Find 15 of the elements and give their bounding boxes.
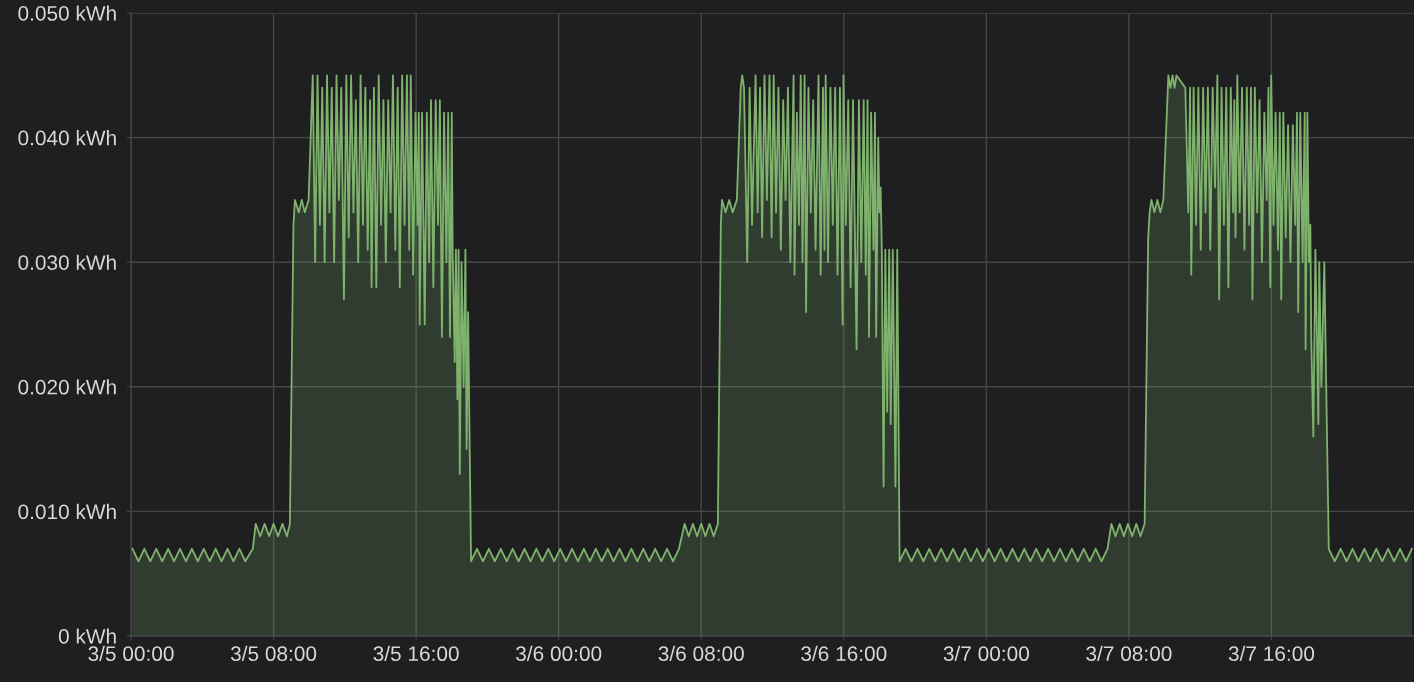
x-tick-label: 3/6 16:00 xyxy=(801,645,887,662)
y-tick-label: 0.010 kWh xyxy=(18,503,116,520)
x-tick-label: 3/5 00:00 xyxy=(88,645,174,662)
x-tick-label: 3/6 00:00 xyxy=(516,645,602,662)
x-tick-label: 3/5 08:00 xyxy=(230,645,317,662)
x-tick-label: 3/5 16:00 xyxy=(373,645,459,662)
y-tick-label: 0.020 kWh xyxy=(18,379,116,395)
y-tick-label: 0.040 kWh xyxy=(18,130,116,146)
x-tick-label: 3/6 08:00 xyxy=(658,645,744,662)
y-tick-label: 0 kWh xyxy=(58,628,116,644)
y-tick-label: 0.050 kWh xyxy=(18,5,116,21)
y-tick-label: 0.030 kWh xyxy=(18,254,116,270)
x-tick-label: 3/7 08:00 xyxy=(1086,645,1172,662)
x-tick-label: 3/7 16:00 xyxy=(1228,645,1315,662)
x-tick-label: 3/7 00:00 xyxy=(943,645,1029,662)
